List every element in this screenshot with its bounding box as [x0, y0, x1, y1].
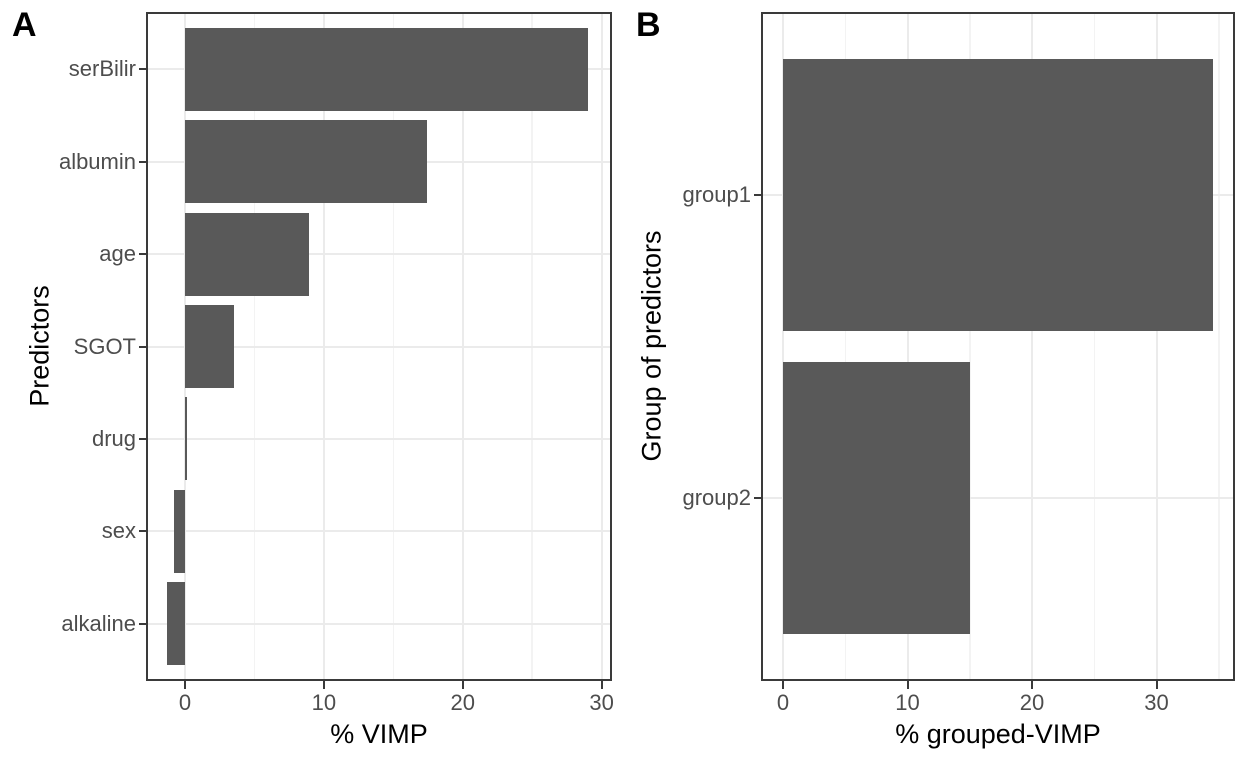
- x-tick-mark: [600, 681, 603, 689]
- gridline-major: [1155, 14, 1158, 679]
- x-tick-label-30: 30: [589, 690, 614, 715]
- gridline-category: [148, 530, 610, 533]
- bar-albumin: [184, 120, 427, 204]
- gridline-minor: [969, 14, 971, 679]
- gridline-category: [148, 437, 610, 440]
- y-tick-label-group2: group2: [682, 484, 751, 510]
- gridline-major: [1031, 14, 1034, 679]
- x-tick-label-10: 10: [311, 690, 337, 715]
- y-tick-mark: [139, 253, 147, 256]
- x-axis-title-grouped-vimp: % grouped-VIMP: [895, 719, 1101, 749]
- gridline-category: [763, 496, 1233, 499]
- y-tick-label-age: age: [99, 241, 136, 267]
- x-tick-label-30: 30: [1144, 690, 1169, 715]
- x-tick-mark: [322, 681, 325, 689]
- y-tick-mark: [754, 194, 762, 197]
- y-tick-label-sex: sex: [101, 518, 136, 544]
- y-tick-label-serBilir: serBilir: [68, 56, 136, 82]
- plot-panel-b: [761, 12, 1235, 681]
- gridline-category: [148, 345, 610, 348]
- x-tick-label-20: 20: [1019, 690, 1045, 715]
- panel-label-b: B: [636, 6, 661, 44]
- y-tick-mark: [139, 160, 147, 163]
- gridline-minor: [1218, 14, 1220, 679]
- y-tick-label-SGOT: SGOT: [73, 333, 136, 359]
- panel-label-a: A: [12, 6, 37, 44]
- gridline-major: [906, 14, 909, 679]
- y-tick-mark: [139, 530, 147, 533]
- x-axis-title-vimp: % VIMP: [330, 719, 428, 749]
- x-tick-mark: [906, 681, 909, 689]
- y-tick-label-albumin: albumin: [58, 148, 136, 174]
- x-tick-mark: [782, 681, 785, 689]
- plot-panel-a: [146, 12, 612, 681]
- y-tick-label-group1: group1: [682, 182, 751, 208]
- gridline-category: [148, 622, 610, 625]
- x-tick-label-0: 0: [178, 690, 192, 715]
- bar-alkaline: [166, 582, 185, 666]
- bar-serBilir: [184, 27, 588, 111]
- y-tick-mark: [139, 68, 147, 71]
- y-axis-title-group-of-predictors: Group of predictors: [636, 230, 667, 462]
- bar-age: [184, 212, 309, 296]
- x-tick-label-20: 20: [450, 690, 475, 715]
- x-tick-mark: [461, 681, 464, 689]
- x-tick-mark: [1031, 681, 1034, 689]
- y-tick-mark: [139, 437, 147, 440]
- gridline-category: [148, 253, 610, 256]
- gridline-minor: [1093, 14, 1096, 679]
- y-tick-mark: [139, 345, 147, 348]
- gridline-major: [782, 14, 785, 679]
- bar-sex: [173, 489, 185, 573]
- y-tick-mark: [139, 622, 147, 625]
- bar-SGOT: [184, 304, 234, 389]
- y-tick-mark: [754, 496, 762, 499]
- x-tick-mark: [1155, 681, 1158, 689]
- x-tick-label-10: 10: [895, 690, 920, 715]
- bar-group1: [783, 59, 1213, 332]
- x-tick-mark: [183, 681, 186, 689]
- bar-group2: [783, 361, 970, 634]
- y-tick-label-drug: drug: [91, 425, 136, 451]
- x-tick-label-0: 0: [776, 690, 790, 715]
- y-tick-label-alkaline: alkaline: [61, 610, 136, 636]
- gridline-minor: [844, 14, 847, 679]
- bar-drug: [184, 397, 188, 481]
